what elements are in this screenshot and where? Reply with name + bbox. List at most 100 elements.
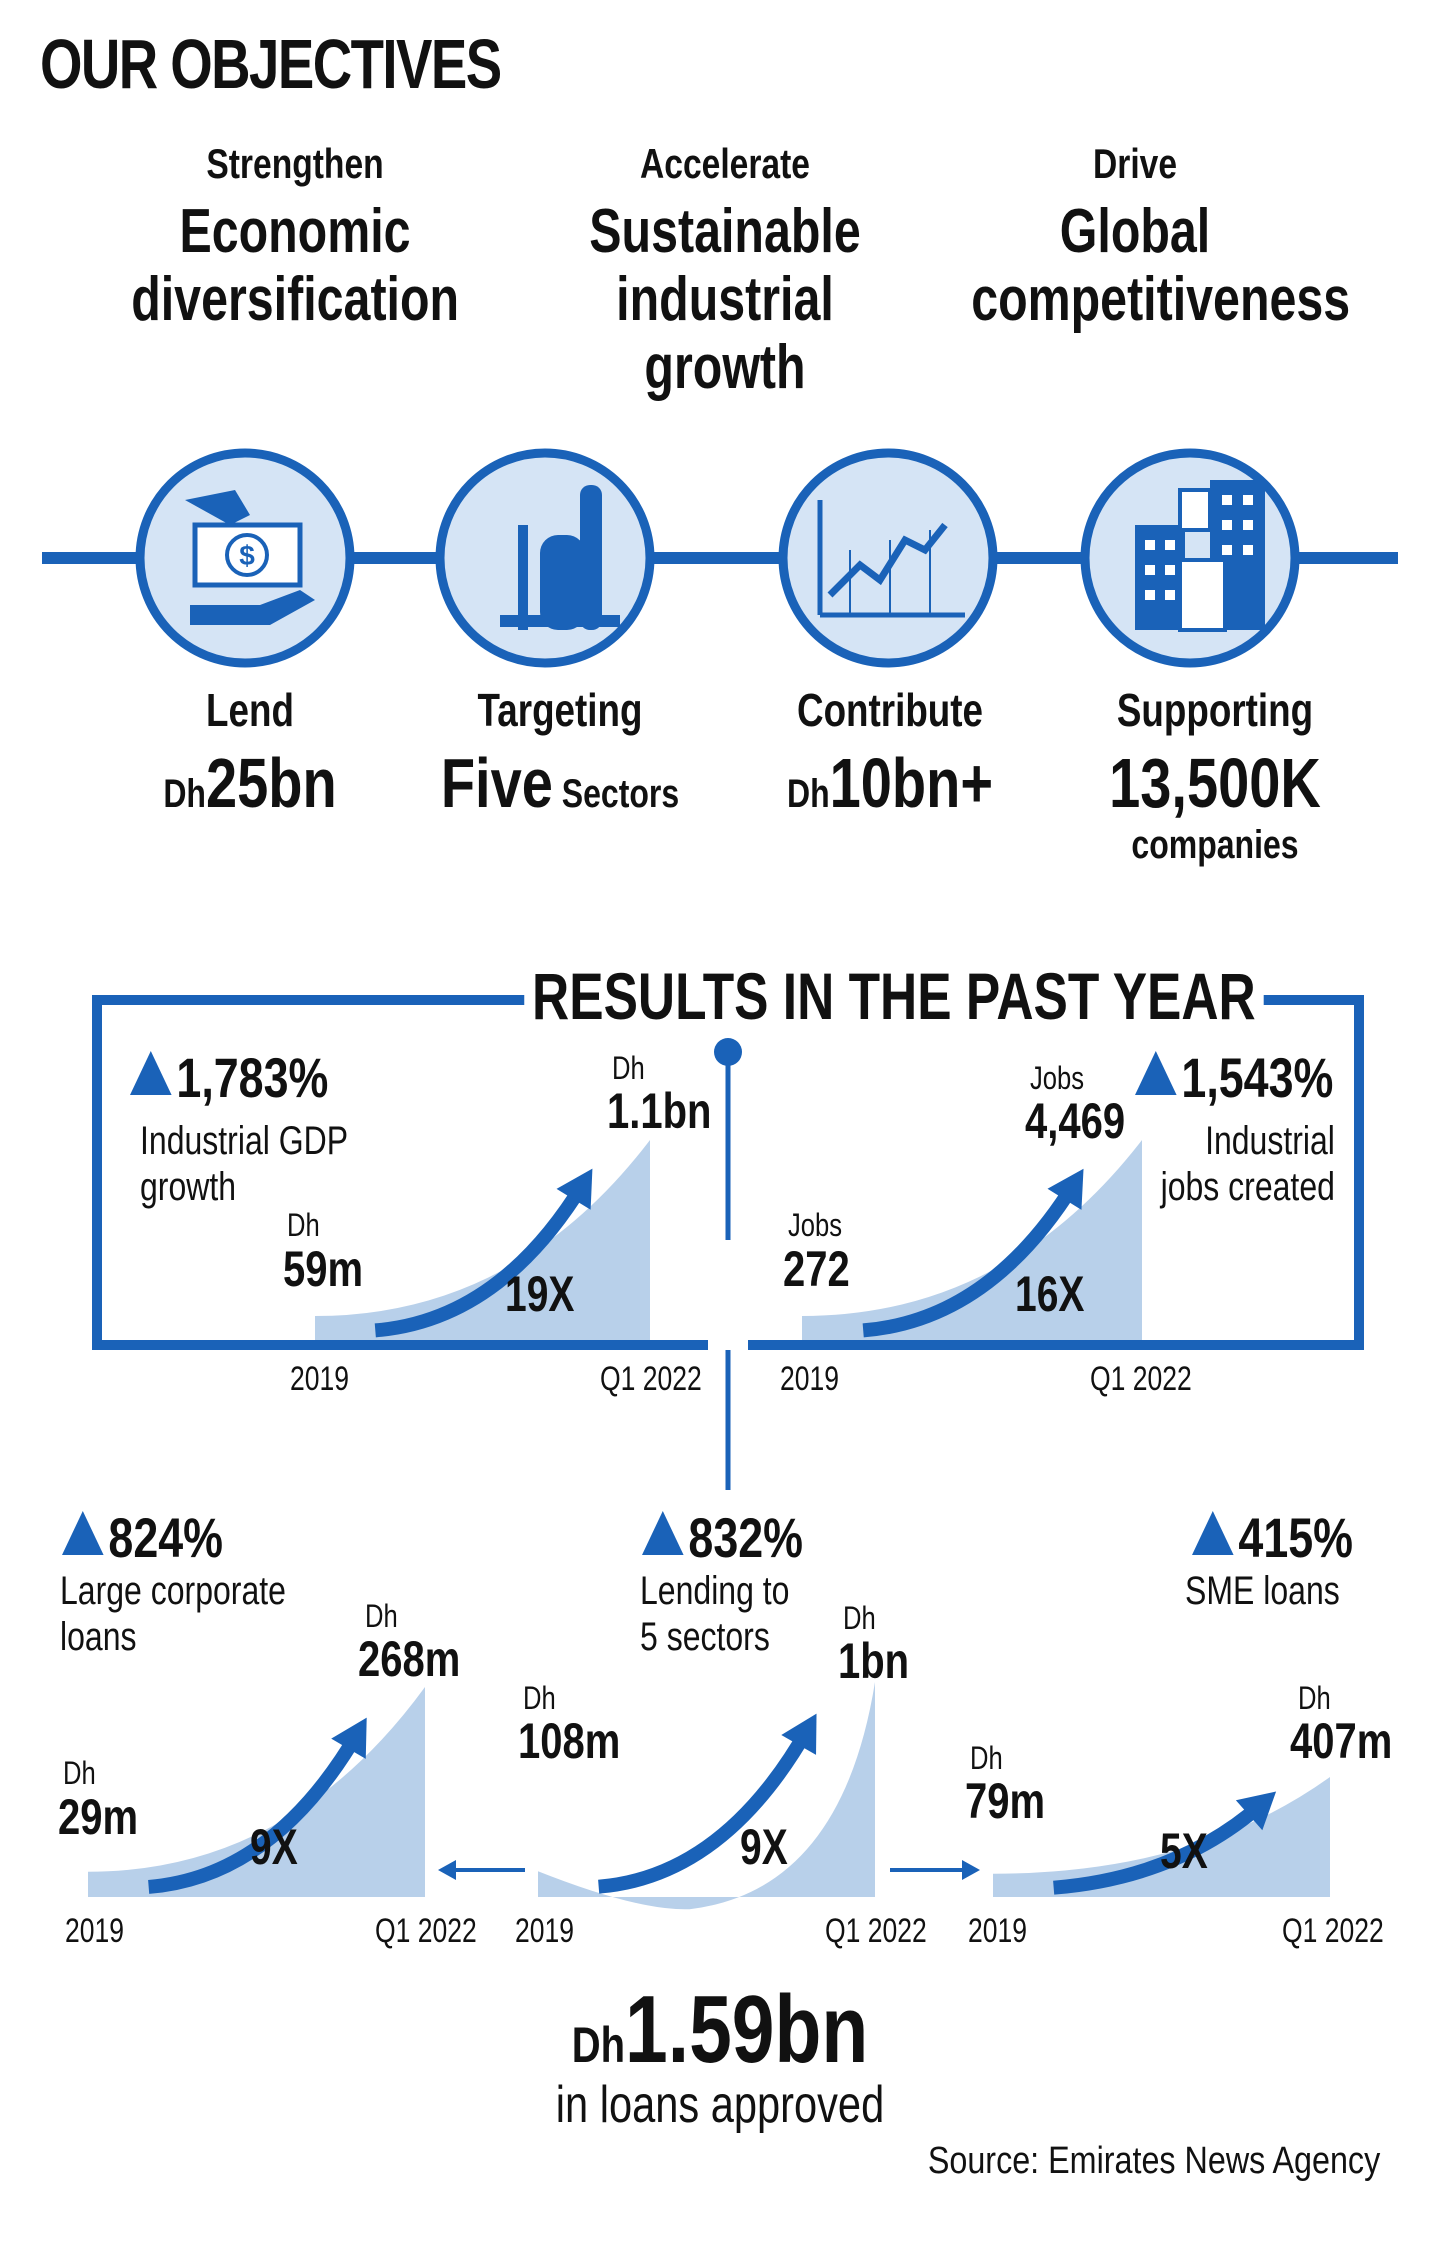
chart-gdp-x-end: Q1 2022 xyxy=(600,1360,702,1398)
desc-line: Industrial xyxy=(1205,1119,1335,1163)
chart-sme-multiplier: 5X xyxy=(1160,1823,1208,1879)
results-title: RESULTS IN THE PAST YEAR xyxy=(524,958,1264,1034)
chart-corporate-arrow-head xyxy=(331,1717,367,1759)
chart-gdp-growth-arrow xyxy=(374,1180,589,1338)
chart-corporate-multiplier: 9X xyxy=(250,1819,298,1875)
total-subtitle: in loans approved xyxy=(555,2076,885,2134)
factory-tanks-icon xyxy=(435,448,655,668)
chart-sme-arrow-head xyxy=(1235,1791,1277,1831)
arrow-left-icon xyxy=(438,1860,525,1880)
growth-chart-icon xyxy=(778,448,998,668)
up-triangle-icon xyxy=(130,1051,172,1095)
chart-jobs-growth-arrow xyxy=(862,1180,1080,1338)
target-sectors: Targeting Five Sectors xyxy=(380,683,740,834)
results-title-wrap: RESULTS IN THE PAST YEAR xyxy=(420,958,1264,1034)
percent-value: 1,783% xyxy=(176,1046,329,1109)
chart-gdp-end-value: 1.1bn xyxy=(607,1083,712,1139)
chart-jobs-end-value: 4,469 xyxy=(1025,1093,1126,1149)
desc-line: Large corporate xyxy=(60,1569,286,1613)
chart-lending-x-start: 2019 xyxy=(515,1912,574,1950)
objective-economic: Strengthen Economic diversification xyxy=(85,140,505,334)
chart-sme-x-end: Q1 2022 xyxy=(1282,1912,1384,1950)
chart-sme-growth-arrow xyxy=(1053,1798,1268,1895)
chart-lending-end-value: 1bn xyxy=(838,1633,910,1689)
chart-sme-start-unit: Dh xyxy=(970,1740,1003,1776)
chart-corporate-growth-arrow xyxy=(148,1729,364,1894)
chart-sme-end-value: 407m xyxy=(1290,1713,1393,1769)
money-hands-icon: $ xyxy=(135,448,355,668)
chart-corporate-percent: 824% xyxy=(62,1505,223,1570)
target-value: Five Sectors xyxy=(416,743,704,834)
target-label: Targeting xyxy=(477,684,643,736)
desc-line: loans xyxy=(60,1615,137,1659)
percent-value: 415% xyxy=(1238,1506,1353,1569)
arrow-right-icon xyxy=(890,1860,980,1880)
desc-line: jobs created xyxy=(1160,1165,1335,1209)
chart-jobs-start-unit: Jobs xyxy=(788,1207,843,1243)
chart-jobs-arrow-head xyxy=(1047,1168,1084,1210)
chart-jobs-start-value: 272 xyxy=(783,1241,850,1297)
objective-verb: Drive xyxy=(1092,140,1178,187)
chart-jobs-area xyxy=(802,1140,1142,1340)
chart-lending-end-unit: Dh xyxy=(843,1600,876,1636)
chart-jobs-x-end: Q1 2022 xyxy=(1090,1360,1192,1398)
objective-goal-line: Economic xyxy=(179,197,411,266)
chart-corporate-x-end: Q1 2022 xyxy=(375,1912,477,1950)
desc-line: Industrial GDP xyxy=(140,1119,349,1163)
objective-goal-line: Global xyxy=(1059,197,1211,266)
objective-goal-line: Sustainable xyxy=(589,197,861,266)
target-suffix: Sectors xyxy=(552,772,680,816)
objective-goal-line: growth xyxy=(644,333,806,402)
chart-lending-start-unit: Dh xyxy=(523,1680,556,1716)
chart-sme-desc: SME loans xyxy=(1185,1568,1340,1614)
objective-goal: Sustainable industrial growth xyxy=(561,198,889,402)
objective-goal-line: competitiveness xyxy=(971,265,1351,334)
chart-lending-desc: Lending to 5 sectors xyxy=(640,1568,789,1660)
target-value: Dh10bn+ xyxy=(746,743,1034,834)
total-prefix: Dh xyxy=(571,2017,626,2073)
chart-gdp-start-unit: Dh xyxy=(287,1207,320,1243)
target-label: Contribute xyxy=(796,684,983,736)
up-triangle-icon xyxy=(1135,1051,1177,1095)
source-note: Source: Emirates News Agency xyxy=(927,2140,1380,2182)
objective-goal: Global competitiveness xyxy=(971,197,1351,334)
chart-corporate-area xyxy=(88,1687,425,1897)
desc-line: 5 sectors xyxy=(640,1615,770,1659)
target-number: Five xyxy=(440,744,553,822)
chart-corporate-desc: Large corporate loans xyxy=(60,1568,286,1660)
total-value: Dh1.59bn xyxy=(480,1975,960,2085)
chart-gdp-x-start: 2019 xyxy=(290,1360,349,1398)
chart-corporate-start-value: 29m xyxy=(58,1789,139,1845)
chart-corporate-end-unit: Dh xyxy=(365,1598,398,1634)
target-number: 25bn xyxy=(205,744,337,822)
objective-goal-line: diversification xyxy=(131,265,460,334)
percent-value: 1,543% xyxy=(1181,1046,1334,1109)
chart-sme-x-start: 2019 xyxy=(968,1912,1027,1950)
target-label: Lend xyxy=(206,684,294,736)
target-label: Supporting xyxy=(1116,684,1314,736)
desc-line: SME loans xyxy=(1185,1569,1340,1613)
chart-lending-x-end: Q1 2022 xyxy=(825,1912,927,1950)
chart-gdp-start-value: 59m xyxy=(283,1241,364,1297)
objective-goal-line: industrial xyxy=(616,265,834,334)
target-prefix: Dh xyxy=(163,772,206,816)
chart-lending-arrow-head xyxy=(781,1713,817,1755)
objective-goal: Economic diversification xyxy=(131,198,459,334)
chart-sme-area xyxy=(993,1777,1330,1897)
chart-sme-end-unit: Dh xyxy=(1298,1680,1331,1716)
desc-line: Lending to xyxy=(640,1569,790,1613)
target-number: 10bn+ xyxy=(829,744,994,822)
chart-gdp-arrow-head xyxy=(556,1168,593,1210)
chart-lending-growth-arrow xyxy=(598,1725,814,1894)
chart-jobs-end-unit: Jobs xyxy=(1030,1060,1085,1096)
chart-corporate-x-start: 2019 xyxy=(65,1912,124,1950)
chart-jobs-x-start: 2019 xyxy=(780,1360,839,1398)
results-connector-dot xyxy=(714,1038,742,1066)
chart-gdp-end-unit: Dh xyxy=(612,1050,645,1086)
target-prefix: Dh xyxy=(786,772,830,816)
target-suffix: companies xyxy=(1131,823,1299,867)
chart-lending-area xyxy=(538,1682,875,1910)
chart-lending-multiplier: 9X xyxy=(740,1819,788,1875)
chart-jobs-desc: Industrial jobs created xyxy=(1161,1118,1335,1210)
